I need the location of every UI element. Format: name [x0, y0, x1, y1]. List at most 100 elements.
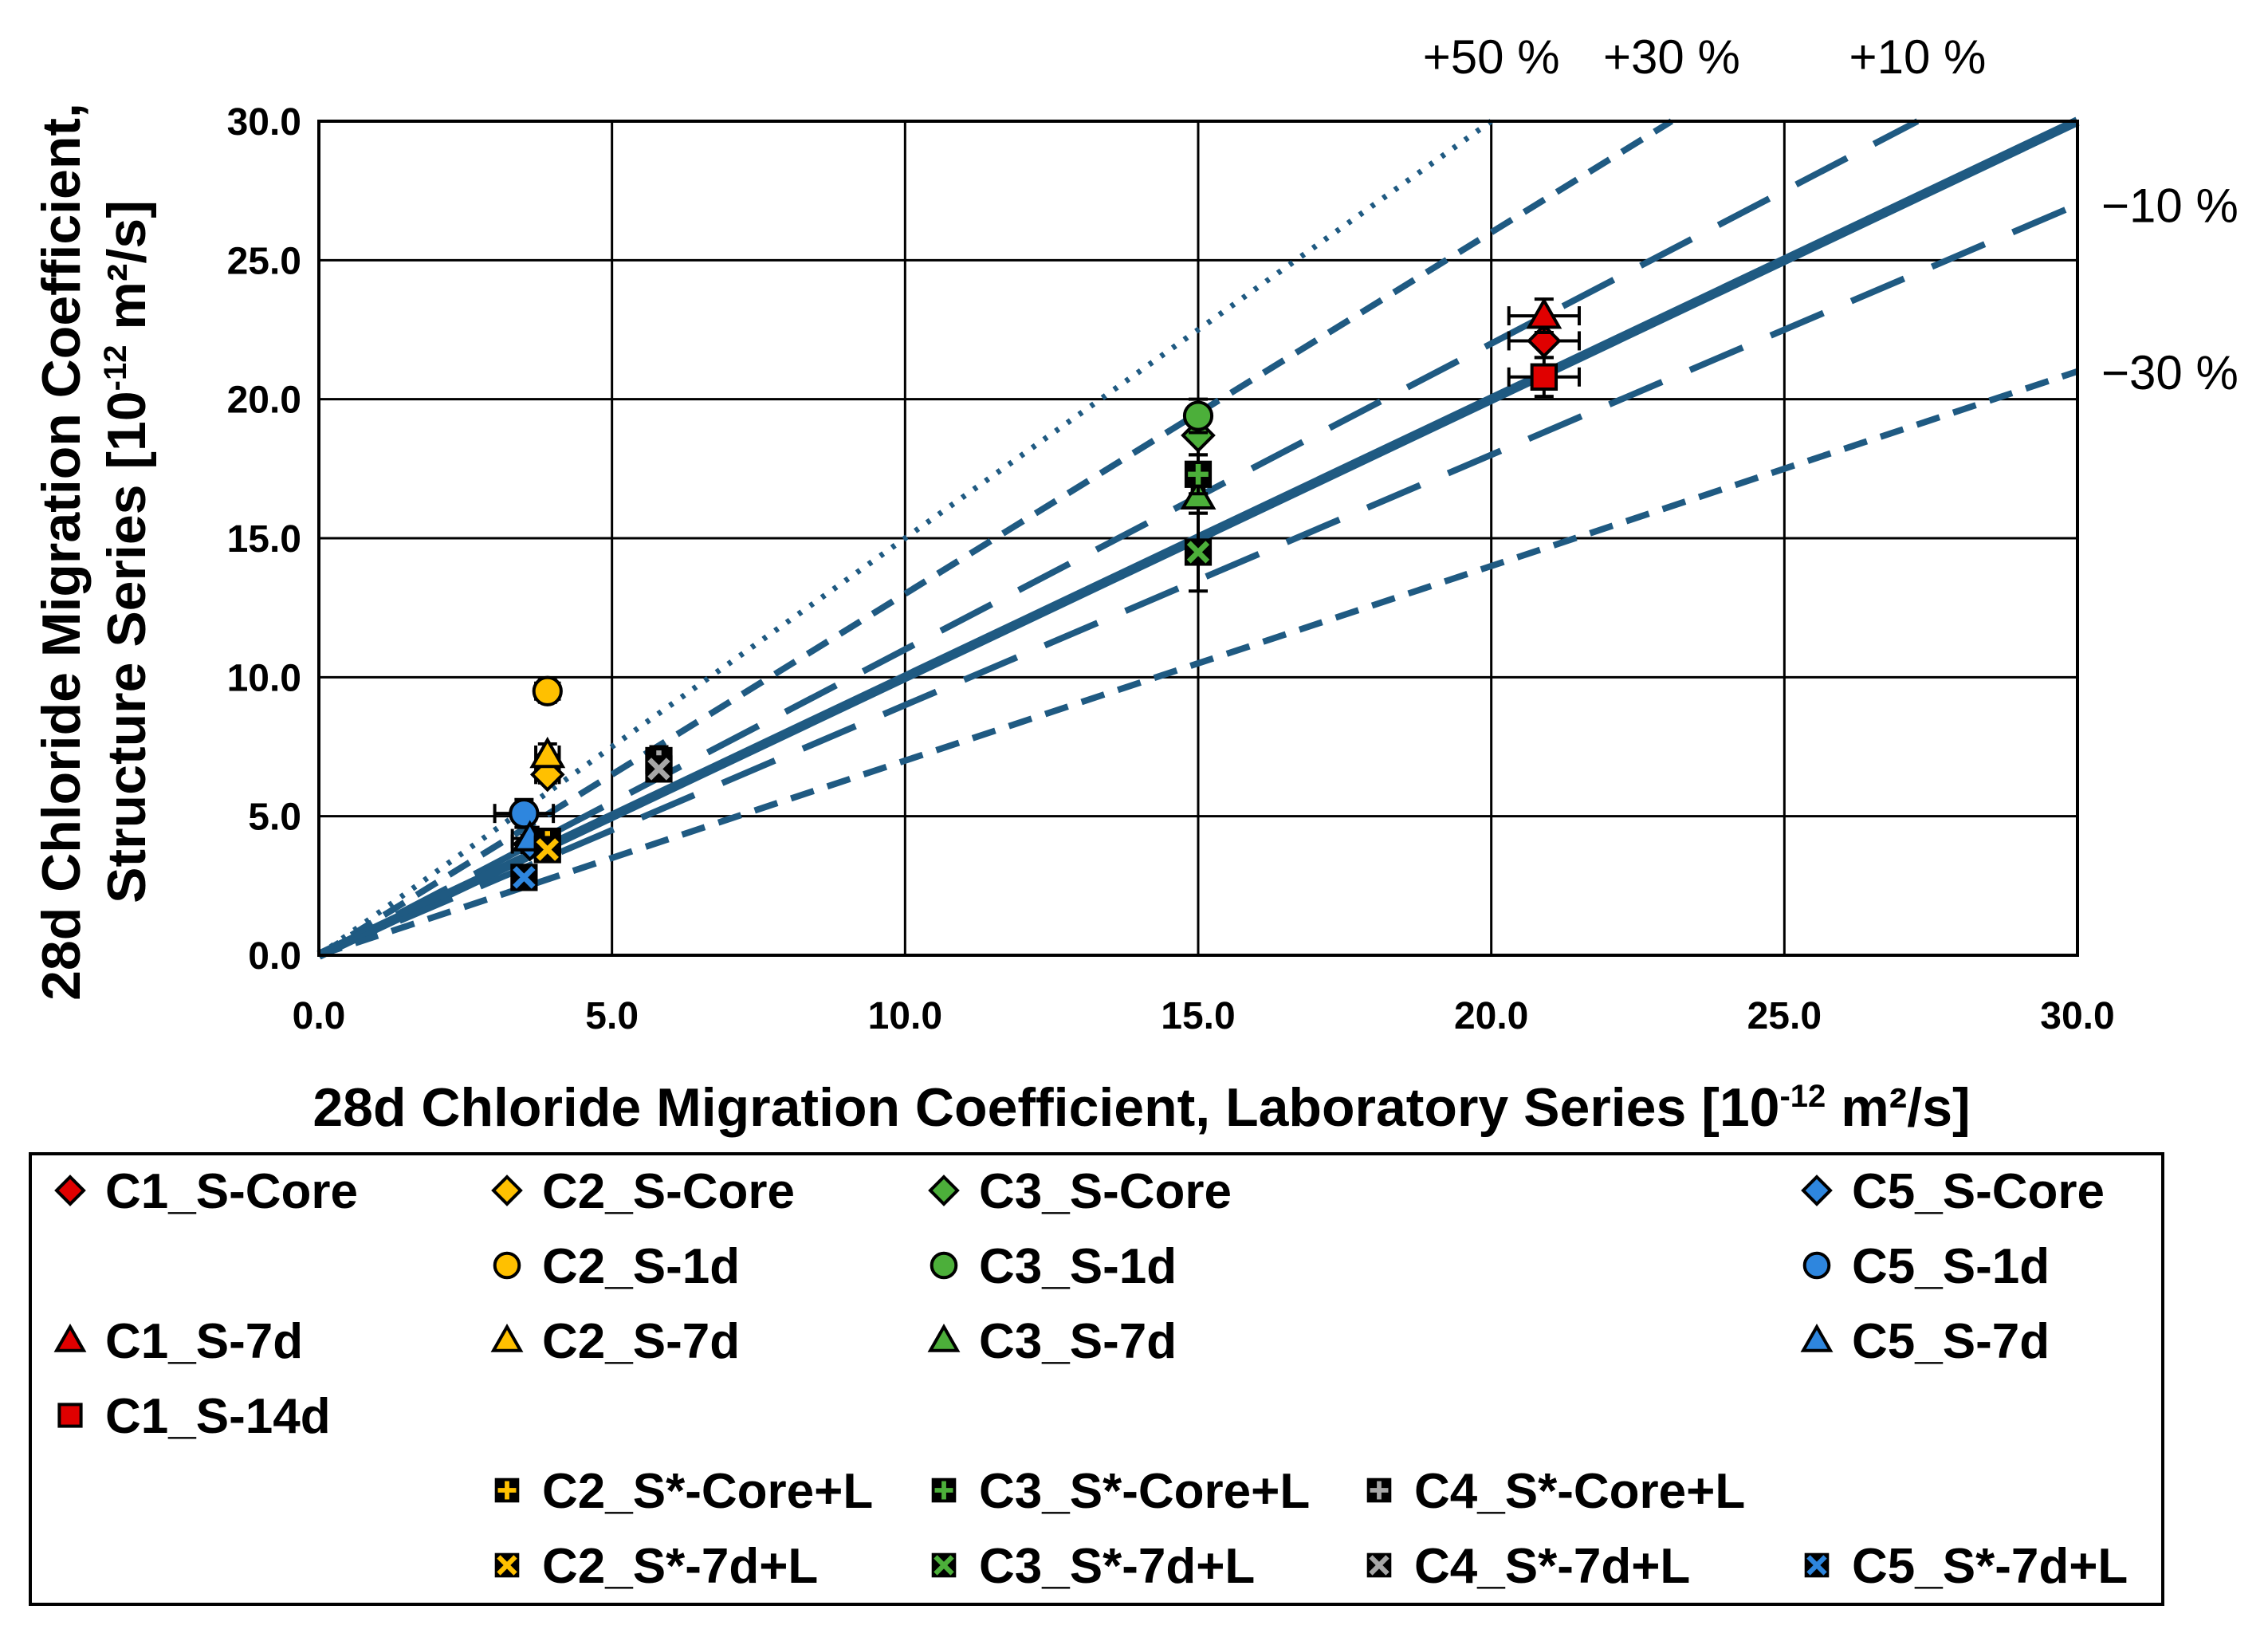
legend-entry-c1-s-7d: C1_S-7d — [53, 1314, 303, 1369]
legend-label: C4_S*-Core+L — [1414, 1464, 1745, 1519]
legend-label: C5_S*-7d+L — [1852, 1539, 2128, 1594]
series-c1-s-7d — [1507, 297, 1581, 334]
c3-sstar-coreplusl-marker-h — [1188, 471, 1209, 478]
x-tick-label: 10.0 — [868, 995, 942, 1037]
legend-entry-c3-sstar-7dplusl: C3_S*-7d+L — [931, 1539, 1255, 1594]
legend-c5-s-core-marker — [1801, 1175, 1833, 1206]
legend-label: C2_S*-7d+L — [542, 1539, 818, 1594]
legend-label: C5_S-1d — [1852, 1239, 2050, 1294]
y-tick-label: 10.0 — [227, 657, 301, 699]
c4-sstar-7dplusl-marker-b — [647, 757, 670, 781]
series-c3-sstar-7dplusl — [1184, 511, 1213, 593]
legend-label: C5_S-7d — [1852, 1314, 2050, 1369]
legend-entry-c5-sstar-7dplusl: C5_S*-7d+L — [1804, 1539, 2128, 1594]
series-c2-sstar-7dplusl — [533, 836, 561, 864]
legend-entry-c5-s-1d: C5_S-1d — [1802, 1239, 2050, 1294]
legend: C1_S-Core C2_S-Core C3_S-Core C5_S-Core C2_S… — [53, 1164, 2128, 1594]
legend-entry-c2-s-1d: C2_S-1d — [493, 1239, 740, 1294]
reference-label: −30 % — [2101, 346, 2239, 399]
series-c1-s-14d — [1507, 356, 1581, 399]
y-axis-title-unit: m²/s] — [96, 200, 157, 344]
legend-entry-c2-s-7d: C2_S-7d — [490, 1314, 740, 1369]
legend-entry-c5-s-7d: C5_S-7d — [1800, 1314, 2050, 1369]
legend-label: C2_S*-Core+L — [542, 1464, 873, 1519]
reference-line-plus-30 — [316, 118, 1674, 958]
data-points — [493, 297, 1581, 891]
legend-c3-sstar-coreplusl-marker-h — [934, 1488, 953, 1493]
reference-line-minus-30 — [317, 368, 2079, 958]
x-tick-label: 30.0 — [2040, 995, 2114, 1037]
x-tick-label: 15.0 — [1161, 995, 1235, 1037]
c1-s-14d-marker — [1530, 363, 1559, 391]
legend-c3-s-1d-marker — [930, 1251, 958, 1280]
legend-label: C1_S-Core — [105, 1164, 358, 1219]
legend-c2-s-core-marker — [491, 1175, 523, 1206]
series-c5-s-1d — [493, 797, 556, 829]
reference-label: +30 % — [1603, 30, 1740, 84]
y-axis-title-line2: Structure Series [10-12 m²/s] — [96, 200, 157, 903]
series-c2-s-1d — [532, 675, 563, 706]
legend-entry-c3-s-7d: C3_S-7d — [927, 1314, 1177, 1369]
reference-label: +10 % — [1849, 30, 1987, 84]
y-tick-label: 0.0 — [248, 935, 301, 978]
legend-entry-c2-sstar-7dplusl: C2_S*-7d+L — [494, 1539, 818, 1594]
reference-line-minus-10 — [317, 201, 2079, 958]
reference-labels: +50 % +30 % +10 % −10 % −30 % — [1423, 30, 2239, 399]
legend-c4-sstar-coreplusl-marker-h — [1370, 1488, 1389, 1493]
c5-s-1d-marker — [509, 798, 540, 829]
y-tick-label: 15.0 — [227, 518, 301, 561]
x-axis-title-unit: m²/s] — [1826, 1077, 1970, 1138]
legend-label: C3_S-Core — [979, 1164, 1232, 1219]
y-tick-label: 30.0 — [227, 101, 301, 144]
x-tick-label: 0.0 — [293, 995, 346, 1037]
legend-label: C3_S-7d — [979, 1314, 1177, 1369]
legend-label: C2_S-1d — [542, 1239, 740, 1294]
legend-c2-s-7d-marker — [490, 1323, 524, 1352]
y-tick-label: 5.0 — [248, 797, 301, 839]
y-axis-title-line1-text: 28d Chloride Migration Coefficient, — [31, 103, 92, 1001]
legend-c1-s-7d-marker — [53, 1323, 87, 1352]
x-axis-title-exp: -12 — [1779, 1079, 1826, 1114]
c3-s-1d-marker — [1182, 400, 1214, 431]
legend-c5-sstar-7dplusl-marker-b — [1806, 1555, 1827, 1576]
legend-c1-s-core-marker — [54, 1175, 86, 1206]
legend-label: C3_S*-Core+L — [979, 1464, 1310, 1519]
c1-s-7d-marker — [1526, 297, 1562, 329]
legend-c5-s-1d-marker — [1802, 1251, 1831, 1280]
reference-line-plus-10 — [317, 118, 1920, 958]
x-tick-label: 20.0 — [1454, 995, 1528, 1037]
legend-entry-c4-sstar-7dplusl: C4_S*-7d+L — [1366, 1539, 1690, 1594]
legend-c1-s-14d-marker — [57, 1403, 83, 1428]
legend-label: C1_S-14d — [105, 1389, 331, 1444]
legend-entry-c2-sstar-coreplusl: C2_S*-Core+L — [494, 1464, 873, 1519]
y-axis-title-main: Structure Series [10 — [96, 391, 157, 903]
y-axis-title-exp: -12 — [98, 345, 133, 392]
x-tick-label: 25.0 — [1747, 995, 1822, 1037]
reference-lines — [316, 116, 2080, 960]
legend-c3-sstar-7dplusl-marker-b — [934, 1555, 954, 1576]
c5-sstar-7dplusl-marker-b — [513, 866, 536, 889]
legend-entry-c1-s-14d: C1_S-14d — [57, 1389, 331, 1444]
y-tick-label: 25.0 — [227, 240, 301, 282]
legend-entry-c4-sstar-coreplusl: C4_S*-Core+L — [1366, 1464, 1745, 1519]
legend-label: C3_S*-7d+L — [979, 1539, 1255, 1594]
c2-s-1d-marker — [532, 675, 563, 706]
legend-c4-sstar-7dplusl-marker-b — [1369, 1555, 1389, 1576]
legend-c3-s-core-marker — [928, 1175, 960, 1206]
tick-labels: 0.0 5.0 10.0 15.0 20.0 25.0 30.0 0.0 5.0 10.0 15.0… — [227, 101, 2115, 1037]
legend-label: C2_S-7d — [542, 1314, 740, 1369]
x-axis-title: 28d Chloride Migration Coefficient, Labo… — [312, 1077, 1970, 1138]
legend-label: C3_S-1d — [979, 1239, 1177, 1294]
legend-entry-c3-s-1d: C3_S-1d — [930, 1239, 1177, 1294]
series-c4-sstar-7dplusl — [645, 755, 673, 783]
series-c5-sstar-7dplusl — [510, 864, 538, 891]
y-axis-title-line1: 28d Chloride Migration Coefficient, — [31, 103, 92, 1001]
legend-entry-c1-s-core: C1_S-Core — [54, 1164, 358, 1219]
c2-s-7d-marker — [529, 736, 566, 769]
x-axis-title-main: 28d Chloride Migration Coefficient, Labo… — [312, 1077, 1779, 1138]
reference-label: +50 % — [1423, 30, 1560, 84]
legend-box — [29, 1152, 2164, 1606]
legend-c2-sstar-7dplusl-marker-b — [497, 1555, 517, 1576]
y-tick-label: 20.0 — [227, 380, 301, 422]
